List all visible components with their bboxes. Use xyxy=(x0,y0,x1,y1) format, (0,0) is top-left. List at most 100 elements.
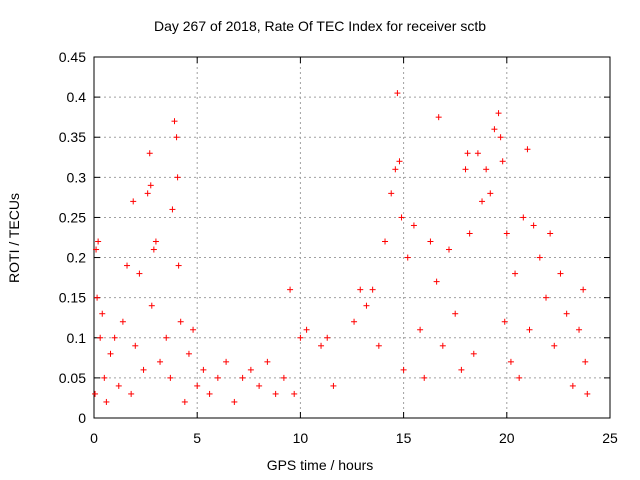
data-point xyxy=(382,238,389,245)
data-point xyxy=(433,278,440,285)
data-point xyxy=(272,390,279,397)
data-point xyxy=(501,318,508,325)
data-point xyxy=(119,318,126,325)
data-point xyxy=(94,294,101,301)
data-point xyxy=(357,286,364,293)
data-point xyxy=(470,350,477,357)
data-point xyxy=(124,262,131,269)
y-tick-label: 0 xyxy=(78,410,86,426)
data-point xyxy=(421,374,428,381)
data-point xyxy=(404,254,411,261)
data-point xyxy=(536,254,543,261)
data-point xyxy=(140,366,147,373)
data-point xyxy=(167,374,174,381)
data-point xyxy=(507,358,514,365)
data-point xyxy=(439,342,446,349)
x-axis-label: GPS time / hours xyxy=(266,457,374,473)
x-tick-label: 15 xyxy=(396,430,412,446)
data-point xyxy=(446,246,453,253)
data-point xyxy=(543,294,550,301)
data-point xyxy=(247,366,254,373)
data-point xyxy=(569,382,576,389)
data-point xyxy=(400,366,407,373)
x-tick-label: 0 xyxy=(90,430,98,446)
data-point xyxy=(92,390,99,397)
data-point xyxy=(483,166,490,173)
data-point xyxy=(576,326,583,333)
data-point xyxy=(175,262,182,269)
y-tick-label: 0.4 xyxy=(67,89,87,105)
data-point xyxy=(171,118,178,125)
y-tick-label: 0.15 xyxy=(59,290,86,306)
data-point xyxy=(206,390,213,397)
x-tick-label: 10 xyxy=(293,430,309,446)
data-point xyxy=(435,114,442,121)
data-point xyxy=(557,270,564,277)
data-point xyxy=(526,326,533,333)
y-tick-label: 0.3 xyxy=(67,169,87,185)
y-tick-label: 0.25 xyxy=(59,209,86,225)
y-tick-label: 0.45 xyxy=(59,49,86,65)
data-point xyxy=(144,190,151,197)
data-point xyxy=(512,270,519,277)
data-point xyxy=(107,350,114,357)
data-point xyxy=(132,342,139,349)
data-point xyxy=(146,150,153,157)
data-point xyxy=(264,358,271,365)
data-point xyxy=(173,134,180,141)
data-point xyxy=(303,326,310,333)
data-point xyxy=(177,318,184,325)
data-point xyxy=(410,222,417,229)
data-point xyxy=(474,150,481,157)
data-point xyxy=(417,326,424,333)
data-point xyxy=(190,326,197,333)
data-point xyxy=(291,390,298,397)
y-tick-label: 0.2 xyxy=(67,250,87,266)
data-point xyxy=(466,230,473,237)
data-point xyxy=(297,334,304,341)
data-point xyxy=(563,310,570,317)
x-tick-label: 25 xyxy=(602,430,618,446)
data-point xyxy=(330,382,337,389)
data-point xyxy=(375,342,382,349)
data-point xyxy=(103,398,110,405)
y-tick-label: 0.35 xyxy=(59,129,86,145)
data-point xyxy=(147,182,154,189)
data-point xyxy=(396,158,403,165)
data-point xyxy=(499,158,506,165)
data-point xyxy=(157,358,164,365)
data-point xyxy=(458,366,465,373)
data-point xyxy=(174,174,181,181)
data-point xyxy=(97,334,104,341)
data-point xyxy=(497,134,504,141)
data-point xyxy=(516,374,523,381)
data-point xyxy=(200,366,207,373)
data-point xyxy=(363,302,370,309)
data-point xyxy=(101,374,108,381)
data-point xyxy=(452,310,459,317)
data-point xyxy=(351,318,358,325)
data-point xyxy=(152,238,159,245)
data-point xyxy=(487,190,494,197)
data-point xyxy=(181,398,188,405)
data-point xyxy=(398,214,405,221)
data-point xyxy=(231,398,238,405)
data-point xyxy=(388,190,395,197)
data-point xyxy=(128,390,135,397)
data-point xyxy=(130,198,137,205)
x-tick-label: 5 xyxy=(193,430,201,446)
data-point xyxy=(547,230,554,237)
data-point xyxy=(580,286,587,293)
data-point xyxy=(99,310,106,317)
data-point xyxy=(530,222,537,229)
data-point xyxy=(584,390,591,397)
data-point xyxy=(239,374,246,381)
data-point xyxy=(394,90,401,97)
y-tick-label: 0.1 xyxy=(67,330,87,346)
data-point xyxy=(111,334,118,341)
data-point xyxy=(369,286,376,293)
data-point xyxy=(551,342,558,349)
data-point xyxy=(214,374,221,381)
data-point xyxy=(95,238,102,245)
